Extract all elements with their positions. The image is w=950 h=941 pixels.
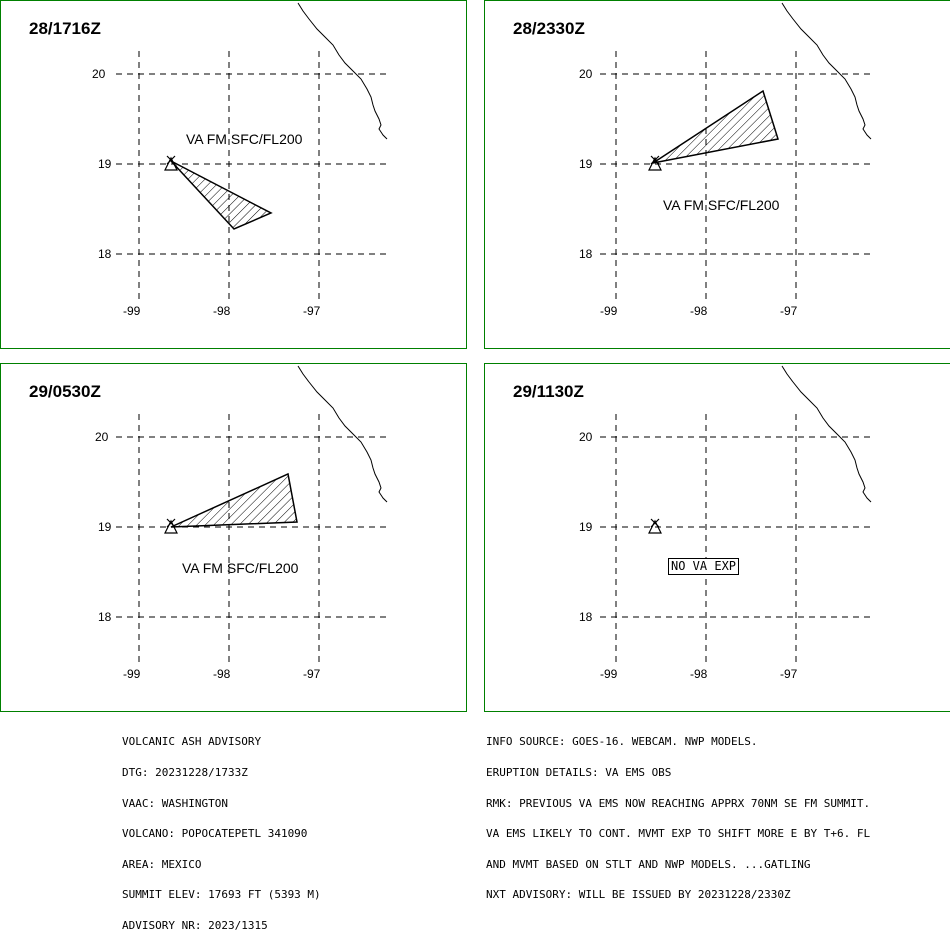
- map-canvas-3: 20 19 18 -99 -98 -97 VA FM SFC/FL200: [95, 365, 388, 681]
- coastline: [297, 365, 388, 503]
- advisory-line: DTG: 20231228/1733Z: [122, 766, 248, 779]
- panel-time-title: 29/0530Z: [29, 382, 101, 401]
- coastline: [781, 365, 872, 503]
- advisory-details-right: INFO SOURCE: GOES-16. WEBCAM. NWP MODELS…: [486, 717, 870, 911]
- advisory-line: INFO SOURCE: GOES-16. WEBCAM. NWP MODELS…: [486, 735, 758, 749]
- lon-label-99: -99: [600, 667, 618, 681]
- panel-time-title: 28/2330Z: [513, 19, 585, 38]
- lat-label-18: 18: [98, 247, 112, 261]
- lat-label-19: 19: [98, 157, 112, 171]
- lat-label-19: 19: [98, 520, 112, 534]
- volcano-icon: [648, 155, 662, 171]
- lon-label-97: -97: [303, 304, 321, 318]
- lon-label-99: -99: [123, 667, 141, 681]
- lon-label-98: -98: [690, 304, 708, 318]
- advisory-line: NXT ADVISORY: WILL BE ISSUED BY 20231228…: [486, 888, 791, 902]
- advisory-line: SUMMIT ELEV: 17693 FT (5393 M): [122, 888, 321, 902]
- lon-label-98: -98: [213, 667, 231, 681]
- graticule: [600, 51, 870, 301]
- map-canvas-1: 20 19 18 -99 -98 -97 VA FM SFC/FL200: [92, 2, 388, 318]
- va-level-label: VA FM SFC/FL200: [186, 131, 303, 147]
- lon-label-97: -97: [780, 304, 798, 318]
- no-va-expected-box: NO VA EXP: [668, 558, 740, 575]
- ash-polygon: [170, 472, 298, 528]
- lat-label-20: 20: [579, 67, 593, 81]
- map-panel-3: 20 19 18 -99 -98 -97 VA FM SFC/FL200 29/…: [0, 363, 467, 712]
- volcano-icon: [648, 518, 662, 534]
- lat-label-19: 19: [579, 157, 593, 171]
- map-panel-1: 20 19 18 -99 -98 -97 VA FM SFC/FL200 28/…: [0, 0, 467, 349]
- advisory-line: VA EMS LIKELY TO CONT. MVMT EXP TO SHIFT…: [486, 827, 871, 841]
- lat-label-20: 20: [579, 430, 593, 444]
- advisory-header-left: VOLCANIC ASH ADVISORY DTG: 20231228/1733…: [122, 717, 321, 941]
- coastline: [781, 2, 872, 140]
- panel-time-title: 28/1716Z: [29, 19, 101, 38]
- panel-time-title: 29/1130Z: [513, 382, 584, 401]
- va-level-label: VA FM SFC/FL200: [182, 560, 299, 576]
- lat-label-20: 20: [92, 67, 106, 81]
- lon-label-98: -98: [213, 304, 231, 318]
- advisory-line: VOLCANIC ASH ADVISORY: [122, 735, 262, 749]
- ash-polygon: [170, 160, 273, 230]
- advisory-line: ADVISORY NR: 2023/1315: [122, 918, 268, 932]
- lon-label-97: -97: [780, 667, 798, 681]
- advisory-line: RMK: PREVIOUS VA EMS NOW REACHING APPRX …: [486, 796, 871, 810]
- graticule: [116, 414, 386, 664]
- coastline: [297, 2, 388, 140]
- map-canvas-4: 20 19 18 -99 -98 -97: [579, 365, 872, 681]
- map-panel-2: 20 19 18 -99 -98 -97 VA FM SFC/FL200 28/…: [484, 0, 950, 349]
- volcano-icon: [164, 518, 178, 534]
- lon-label-99: -99: [123, 304, 141, 318]
- lon-label-97: -97: [303, 667, 321, 681]
- lon-label-98: -98: [690, 667, 708, 681]
- advisory-line: AREA: MEXICO: [122, 857, 202, 871]
- lat-label-19: 19: [579, 520, 593, 534]
- advisory-line: VAAC: WASHINGTON: [122, 796, 228, 810]
- lat-label-18: 18: [98, 610, 112, 624]
- lat-label-20: 20: [95, 430, 109, 444]
- ash-polygon: [652, 89, 779, 164]
- advisory-line: ERUPTION DETAILS: VA EMS OBS: [486, 766, 672, 779]
- va-level-label: VA FM SFC/FL200: [663, 197, 780, 213]
- map-canvas-2: 20 19 18 -99 -98 -97 VA FM SFC/FL200: [579, 2, 872, 318]
- lon-label-99: -99: [600, 304, 618, 318]
- graticule: [116, 51, 386, 301]
- graticule: [600, 414, 870, 664]
- advisory-line: AND MVMT BASED ON STLT AND NWP MODELS. .…: [486, 857, 811, 871]
- map-panel-4: 20 19 18 -99 -98 -97 29/1130Z NO VA EXP: [484, 363, 950, 712]
- lat-label-18: 18: [579, 610, 593, 624]
- volcano-icon: [164, 155, 178, 171]
- advisory-line: VOLCANO: POPOCATEPETL 341090: [122, 827, 308, 841]
- lat-label-18: 18: [579, 247, 593, 261]
